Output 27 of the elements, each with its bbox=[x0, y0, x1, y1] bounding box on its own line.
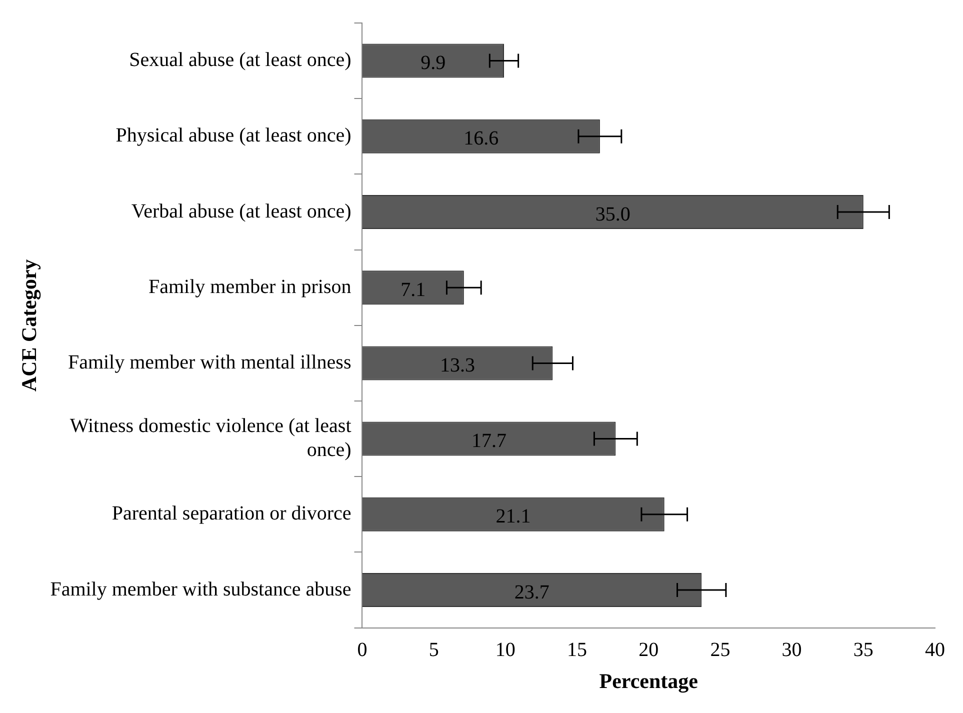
data-label: 35.0 bbox=[595, 203, 630, 226]
y-tick-label: Sexual abuse (at least once) bbox=[129, 49, 352, 72]
x-tick-label: 20 bbox=[638, 639, 659, 662]
x-tick-label: 30 bbox=[782, 639, 802, 662]
data-label: 17.7 bbox=[471, 430, 506, 452]
x-tick-label: 40 bbox=[925, 639, 945, 662]
data-label: 13.3 bbox=[440, 354, 475, 376]
y-axis-title: ACE Category bbox=[17, 258, 42, 392]
y-tick-label: Family member in prison bbox=[148, 276, 352, 298]
x-tick-label: 0 bbox=[357, 639, 368, 662]
x-tick-label: 5 bbox=[428, 639, 439, 662]
data-label: 21.1 bbox=[496, 506, 531, 528]
data-label: 23.7 bbox=[514, 581, 550, 604]
y-tick-label: Family member with substance abuse bbox=[50, 578, 352, 600]
y-tick-label: Verbal abuse (at least once) bbox=[131, 200, 352, 222]
y-tick-label: Family member with mental illness bbox=[68, 351, 352, 374]
data-label: 9.9 bbox=[420, 52, 446, 74]
x-tick-label: 35 bbox=[853, 639, 874, 662]
data-label: 7.1 bbox=[400, 278, 426, 301]
x-tick-label: 10 bbox=[495, 639, 516, 662]
x-tick-label: 25 bbox=[710, 639, 730, 662]
x-tick-label: 15 bbox=[567, 639, 588, 662]
data-label: 16.6 bbox=[464, 128, 499, 150]
y-tick-label: Witness domestic violence (at least once) bbox=[70, 415, 352, 462]
y-tick-label: Physical abuse (at least once) bbox=[116, 124, 352, 147]
x-axis-title: Percentage bbox=[599, 668, 698, 693]
y-tick-label: Parental separation or divorce bbox=[112, 502, 352, 525]
